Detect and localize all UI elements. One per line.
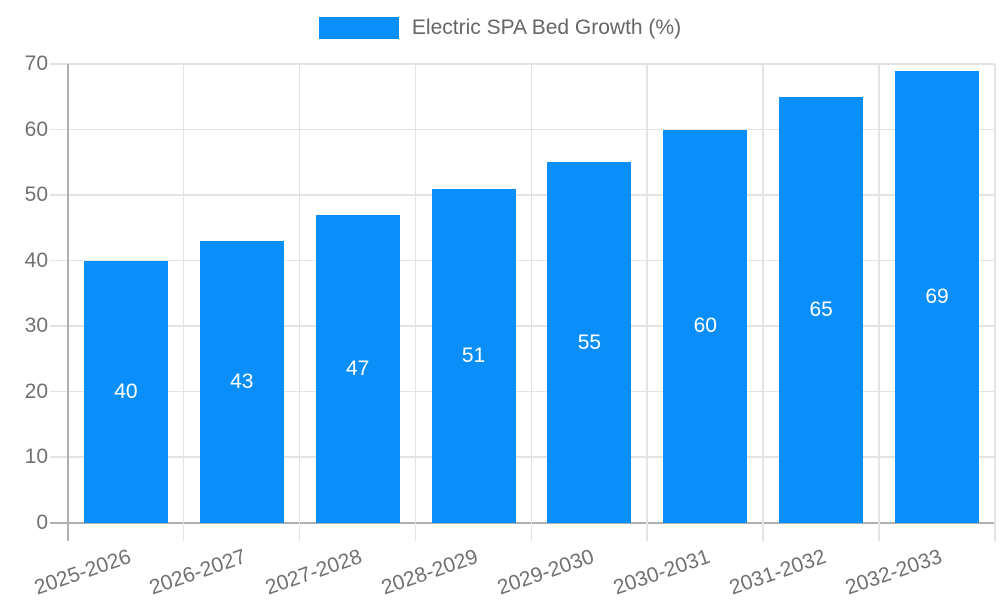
y-gridline bbox=[50, 390, 995, 393]
bar bbox=[895, 70, 980, 523]
y-gridline bbox=[50, 63, 995, 65]
bar-value-label: 55 bbox=[577, 330, 602, 354]
y-tick-label: 20 bbox=[24, 379, 48, 403]
bar bbox=[315, 214, 400, 523]
bar-value-label: 60 bbox=[693, 314, 717, 338]
bar bbox=[431, 188, 516, 523]
y-gridline bbox=[50, 259, 995, 262]
bar bbox=[199, 241, 284, 523]
x-gridline bbox=[762, 64, 764, 541]
y-gridline bbox=[50, 456, 995, 459]
x-gridline bbox=[878, 64, 880, 541]
x-tick-label: 2025-2026 bbox=[30, 545, 134, 600]
y-tick-label: 0 bbox=[36, 511, 48, 534]
x-tick-label: 2031-2032 bbox=[726, 545, 829, 600]
y-gridline bbox=[50, 194, 995, 196]
x-tick-label: 2028-2029 bbox=[378, 545, 482, 600]
y-tick-label: 40 bbox=[24, 248, 48, 272]
y-tick-label: 10 bbox=[24, 445, 48, 469]
bar-value-label: 43 bbox=[230, 370, 254, 394]
x-tick-mark bbox=[67, 523, 69, 541]
x-tick-label: 2029-2030 bbox=[494, 545, 597, 600]
legend-label: Electric SPA Bed Growth (%) bbox=[411, 16, 682, 39]
legend-swatch-icon bbox=[318, 17, 399, 39]
bar bbox=[83, 260, 168, 523]
y-gridline bbox=[50, 325, 995, 327]
x-gridline bbox=[414, 64, 417, 541]
y-tick-label: 30 bbox=[24, 314, 48, 338]
x-gridline bbox=[298, 64, 301, 541]
bar bbox=[547, 162, 632, 523]
legend-item[interactable]: Electric SPA Bed Growth (%) bbox=[318, 16, 682, 40]
x-gridline bbox=[182, 64, 185, 541]
x-gridline bbox=[646, 64, 648, 541]
y-gridline bbox=[50, 128, 995, 131]
y-tick-label: 50 bbox=[24, 183, 48, 207]
bar-value-label: 51 bbox=[461, 343, 486, 367]
bar bbox=[779, 96, 864, 523]
legend: Electric SPA Bed Growth (%) bbox=[0, 16, 1000, 40]
y-tick-label: 70 bbox=[24, 52, 48, 75]
bar-value-label: 69 bbox=[925, 284, 949, 308]
x-tick-label: 2027-2028 bbox=[262, 545, 366, 600]
x-tick-label: 2026-2027 bbox=[146, 545, 250, 600]
x-gridline bbox=[994, 64, 996, 541]
y-tick-label: 60 bbox=[24, 117, 48, 141]
x-tick-label: 2032-2033 bbox=[842, 545, 945, 600]
bar bbox=[663, 129, 748, 523]
bar-value-label: 65 bbox=[809, 297, 833, 321]
y-axis-line bbox=[67, 64, 69, 523]
x-axis-line bbox=[50, 522, 995, 524]
x-gridline bbox=[530, 64, 533, 541]
x-tick-label: 2030-2031 bbox=[610, 545, 713, 600]
bar-value-label: 47 bbox=[346, 356, 370, 380]
bar-value-label: 40 bbox=[114, 379, 138, 403]
